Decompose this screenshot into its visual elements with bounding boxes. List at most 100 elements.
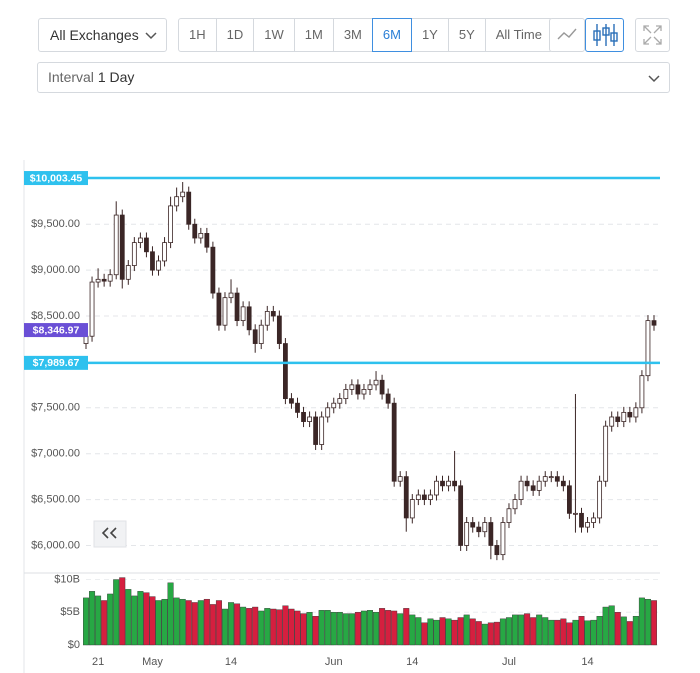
- fullscreen-button[interactable]: [635, 18, 670, 52]
- candle-body: [464, 522, 470, 546]
- candle-body: [397, 476, 403, 482]
- range-button[interactable]: 1W: [253, 18, 295, 52]
- candle-body: [198, 233, 204, 239]
- range-button[interactable]: 5Y: [447, 18, 486, 52]
- volume-bar: [258, 610, 265, 646]
- volume-bar: [203, 598, 210, 646]
- candle-body: [258, 324, 264, 344]
- range-button[interactable]: 1M: [293, 18, 334, 52]
- range-button[interactable]: 1D: [215, 18, 255, 52]
- candle-body: [144, 237, 149, 253]
- volume-tick-label: $5B: [60, 606, 80, 618]
- volume-bar: [596, 616, 603, 646]
- candle-body: [325, 407, 331, 418]
- volume-bar: [602, 606, 609, 646]
- candle-body: [156, 260, 161, 271]
- volume-bar: [330, 612, 337, 646]
- volume-bar: [306, 612, 313, 646]
- candle-body: [216, 292, 222, 326]
- volume-bar: [512, 614, 519, 646]
- range-button[interactable]: 1Y: [410, 18, 449, 52]
- volume-bar: [324, 610, 331, 646]
- exchange-select[interactable]: All Exchanges: [38, 18, 167, 52]
- volume-bar: [439, 617, 446, 646]
- candle-body: [573, 512, 578, 515]
- volume-bar: [95, 595, 102, 646]
- price-tag-label: $7,989.67: [33, 357, 80, 369]
- candle-body: [204, 233, 210, 248]
- candle-body: [518, 480, 524, 500]
- volume-bar: [638, 597, 645, 646]
- candle-body: [470, 522, 476, 528]
- volume-bar: [651, 600, 658, 646]
- volume-bar: [463, 614, 470, 646]
- candle-body: [597, 480, 603, 519]
- candle-body: [276, 315, 282, 344]
- candle-body: [579, 512, 584, 528]
- candle-body: [591, 517, 596, 523]
- range-button[interactable]: 6M: [371, 18, 412, 52]
- volume-bar: [228, 602, 235, 646]
- volume-bar: [644, 598, 651, 646]
- range-button[interactable]: All Time: [484, 18, 553, 52]
- candle-body: [186, 191, 192, 225]
- volume-bar: [379, 608, 386, 646]
- volume-bar: [548, 619, 555, 646]
- range-button[interactable]: 1H: [178, 18, 217, 52]
- volume-bar: [107, 593, 114, 646]
- volume-bar: [137, 591, 144, 646]
- volume-bar: [312, 616, 319, 646]
- volume-bar: [433, 619, 440, 646]
- volume-bar: [560, 618, 567, 646]
- chevron: [648, 75, 660, 83]
- candle-body: [506, 508, 512, 523]
- chevron: [145, 32, 157, 40]
- volume-bar: [342, 613, 349, 646]
- candle-body: [234, 292, 240, 322]
- candle-body: [621, 411, 627, 422]
- volume-bar: [542, 617, 549, 646]
- volume-bar: [632, 616, 639, 646]
- volume-bar: [445, 618, 452, 646]
- candle-body: [651, 320, 657, 326]
- candle-chart-toggle[interactable]: [585, 18, 624, 52]
- volume-bar: [179, 598, 186, 646]
- candle-body: [428, 494, 433, 500]
- volume-bar: [288, 608, 295, 646]
- volume-bar: [197, 600, 204, 646]
- candle-body: [458, 485, 464, 546]
- volume-tick-label: $0: [68, 639, 80, 651]
- volume-bar: [101, 600, 108, 646]
- candle-body: [385, 393, 391, 404]
- volume-bar: [626, 621, 633, 646]
- volume-bar: [131, 595, 138, 646]
- interval-label: Interval: [48, 69, 94, 85]
- candle-body: [270, 311, 276, 317]
- candle-body: [289, 398, 294, 404]
- volume-bar: [173, 597, 180, 646]
- candle-body: [530, 485, 536, 491]
- candle-body: [264, 311, 270, 326]
- price-tag-label: $8,346.97: [33, 324, 80, 336]
- volume-bar: [270, 608, 277, 646]
- volume-bar: [294, 610, 301, 646]
- line-chart-toggle[interactable]: [549, 18, 585, 52]
- volume-bar: [518, 614, 525, 646]
- volume-bar: [530, 617, 537, 646]
- candle-body: [119, 214, 125, 280]
- interval-select[interactable]: Interval 1 Day: [37, 62, 670, 93]
- price-tag-label: $10,003.45: [30, 172, 83, 184]
- range-button[interactable]: 3M: [332, 18, 373, 52]
- candle-body: [645, 320, 651, 377]
- line-icon: [557, 28, 577, 40]
- price-tag: [24, 355, 88, 370]
- price-tag: [24, 323, 88, 338]
- volume-bar: [221, 608, 228, 646]
- candle-body: [240, 306, 246, 322]
- x-tick-label: 14: [581, 656, 593, 668]
- candle-icon: [593, 24, 618, 46]
- candle-body: [421, 494, 427, 500]
- candle-body: [131, 242, 137, 266]
